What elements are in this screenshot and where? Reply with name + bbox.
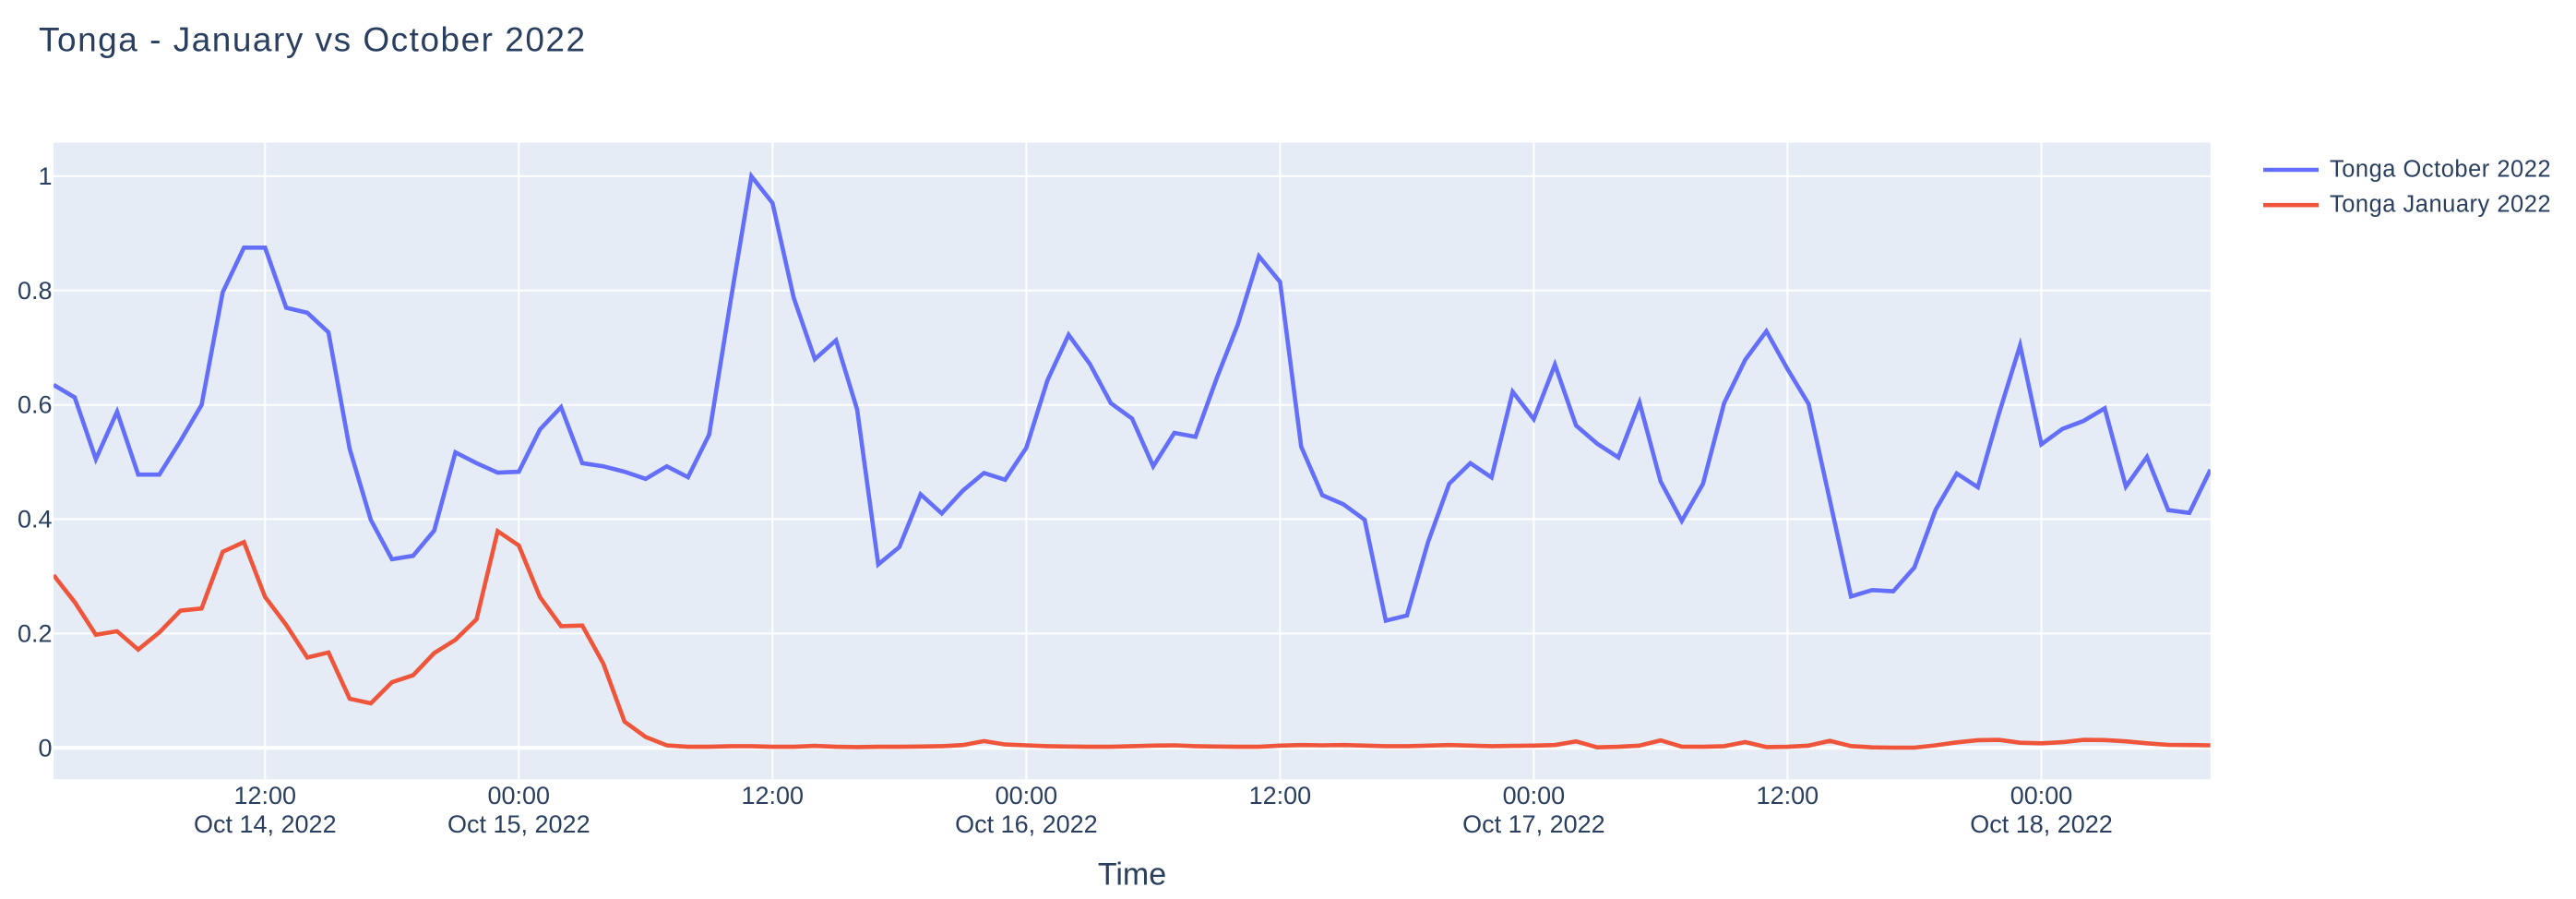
svg-text:0.8: 0.8 bbox=[18, 277, 53, 305]
svg-text:0.6: 0.6 bbox=[18, 391, 53, 419]
svg-text:0.4: 0.4 bbox=[18, 506, 53, 533]
svg-text:12:00: 12:00 bbox=[1249, 782, 1312, 809]
svg-text:00:00: 00:00 bbox=[996, 782, 1058, 809]
svg-text:Oct 15, 2022: Oct 15, 2022 bbox=[447, 810, 590, 838]
svg-text:Tonga October 2022: Tonga October 2022 bbox=[2330, 157, 2551, 183]
svg-text:12:00: 12:00 bbox=[742, 782, 805, 809]
svg-text:0.2: 0.2 bbox=[18, 619, 53, 647]
svg-text:Tonga - January vs October 202: Tonga - January vs October 2022 bbox=[39, 21, 587, 59]
svg-text:00:00: 00:00 bbox=[2010, 782, 2073, 809]
svg-text:Time: Time bbox=[1098, 857, 1166, 893]
svg-text:Oct 17, 2022: Oct 17, 2022 bbox=[1462, 810, 1605, 838]
svg-text:00:00: 00:00 bbox=[1503, 782, 1566, 809]
svg-text:12:00: 12:00 bbox=[1757, 782, 1819, 809]
svg-text:0: 0 bbox=[38, 734, 52, 761]
svg-text:Tonga January 2022: Tonga January 2022 bbox=[2330, 192, 2551, 218]
svg-text:Oct 16, 2022: Oct 16, 2022 bbox=[955, 810, 1098, 838]
svg-text:1: 1 bbox=[38, 162, 52, 190]
svg-text:Oct 14, 2022: Oct 14, 2022 bbox=[194, 810, 337, 838]
svg-text:00:00: 00:00 bbox=[488, 782, 551, 809]
svg-text:Oct 18, 2022: Oct 18, 2022 bbox=[1970, 810, 2113, 838]
svg-text:12:00: 12:00 bbox=[234, 782, 297, 809]
